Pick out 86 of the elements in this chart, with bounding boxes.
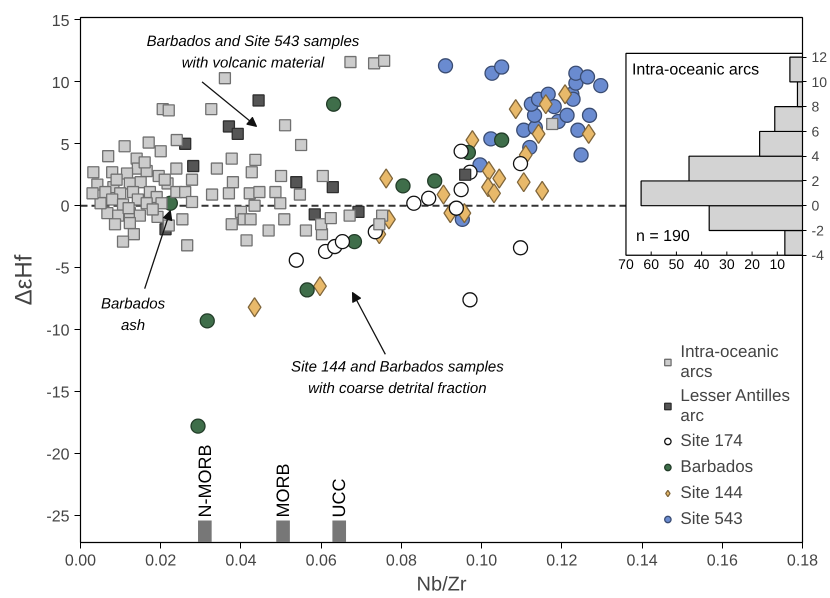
x-tick-label: 30 [719,256,735,272]
point [454,144,469,159]
x-tick-label: 60 [643,256,660,272]
y-tick-label: -5 [55,260,70,278]
x-tick-label: 0.16 [706,552,738,570]
point [582,108,598,123]
point [438,58,454,74]
y-tick-label: -25 [46,508,70,526]
legend-label: Barbados [680,456,754,478]
point [535,180,550,201]
point [494,132,510,148]
point [290,176,302,188]
point [570,122,586,138]
legend-label: Intra-oceanic arcs [680,342,779,382]
x-tick-label: 0.04 [225,552,257,570]
y-tick-label: 0 [812,198,820,214]
point [395,178,411,194]
x-tick-label: 0.10 [466,552,498,570]
y-tick-label: 8 [812,98,820,115]
point [406,196,422,211]
band-label: UCC [329,478,350,518]
x-tick-label: 0.02 [145,552,176,570]
x-tick-label: 10 [769,256,786,272]
point [568,66,584,81]
point [232,128,244,140]
point [459,168,472,181]
legend-label: Lesser Antilles arc [680,386,790,426]
x-tick-label: 0.18 [786,552,818,570]
point [538,94,553,114]
y-tick-label: 15 [52,12,70,30]
band-label: N-MORB [194,444,215,518]
point [252,94,265,107]
y-tick-label: 2 [812,172,820,189]
x-tick-label: 50 [668,256,684,272]
x-tick-label: 40 [694,256,710,272]
y-tick-label: -2 [812,222,824,238]
x-tick-label: 0.00 [64,552,96,570]
y-tick-label: -10 [46,322,70,340]
point [200,313,215,328]
legend-label: Site 174 [680,430,743,452]
x-tick-label: 0.12 [546,552,578,570]
point [593,78,608,94]
x-tick-label: 20 [744,256,760,272]
point [326,180,339,194]
point [448,200,464,216]
y-tick-label: 6 [812,123,820,140]
x-tick-label: 0.06 [306,552,337,570]
y-tick-label: -4 [812,247,824,264]
x-axis-title: Nb/Zr [416,574,467,596]
y-tick-label: 4 [812,148,820,164]
y-tick-label: 0 [60,198,70,216]
point [248,297,262,318]
point [494,59,510,75]
y-tick-label: -15 [46,384,70,402]
point [334,234,350,250]
band-label: MORB [273,464,294,518]
legend-label: Site 144 [680,482,743,504]
point [580,69,596,85]
y-tick-label: 12 [812,49,828,66]
point [487,183,502,204]
point [573,147,589,163]
point [312,276,327,296]
point [512,156,528,172]
point [308,208,321,221]
y-tick-label: -20 [46,446,70,464]
point [558,84,572,104]
x-tick-label: 0.14 [626,552,658,570]
point [187,160,200,172]
annotation: Barbados and Site 543 samples with volcanic material [146,33,360,72]
y-tick-label: 10 [812,74,828,90]
point [190,418,206,434]
legend-label: Site 543 [680,508,743,530]
y-axis-title: ΔεHf [10,254,38,306]
annotation: n = 190 [636,228,690,246]
point [427,173,442,189]
point [516,172,531,192]
annotation: Barbados ash [100,296,166,334]
y-tick-label: 10 [52,74,70,92]
annotation: Site 144 and Barbados samples with coarse detrital fraction [291,358,504,397]
point [299,282,315,298]
point [559,108,575,123]
x-tick-label: 0.08 [386,552,418,570]
text: Intra-oceanic arcs [632,61,760,78]
point [326,96,342,112]
y-tick-label: 5 [60,136,70,154]
x-tick-label: 70 [618,256,634,272]
